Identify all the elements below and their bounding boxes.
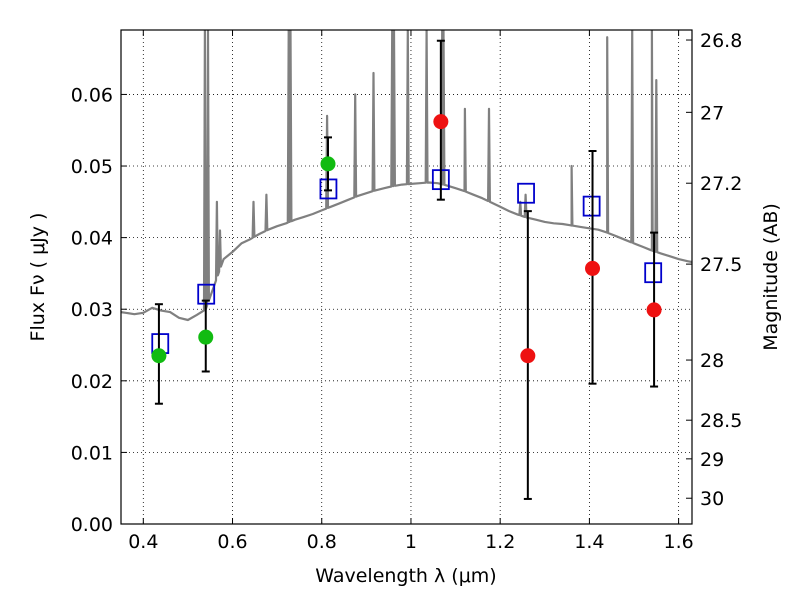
x-tick-label: 1.4: [574, 531, 604, 553]
y2-tick-label: 30: [700, 488, 724, 510]
y2-tick-label: 27.2: [700, 173, 742, 195]
x-tick-label: 1.2: [485, 531, 515, 553]
y-tick-label: 0.01: [71, 442, 113, 464]
x-axis: 0.4 0.6 0.8 1 1.2 1.4 1.6: [128, 30, 694, 553]
model-photometry-point: [517, 182, 535, 204]
y2-tick-label: 28: [700, 350, 724, 372]
y-tick-label: 0.06: [71, 84, 113, 106]
observed-flux-point: [320, 156, 336, 172]
y2-tick-label: 29: [700, 449, 724, 471]
y2-axis-title: Magnitude (AB): [760, 203, 782, 351]
y2-tick-label: 28.5: [700, 410, 742, 432]
markers-layer: [151, 39, 663, 500]
observed-flux-point: [646, 302, 662, 318]
y-tick-label: 0.04: [71, 228, 113, 250]
observed-flux-point: [520, 348, 536, 364]
observed-flux-point: [151, 348, 167, 364]
y2-tick-label: 27.5: [700, 254, 742, 276]
plot-area: [121, 30, 692, 322]
x-tick-label: 0.6: [217, 531, 247, 553]
y-axis-right: 26.8 27 27.2 27.5 28 28.5 29 30: [686, 30, 742, 510]
y-tick-label: 0.02: [71, 371, 113, 393]
y-tick-label: 0.00: [71, 514, 113, 536]
y-tick-label: 0.05: [71, 156, 113, 178]
x-tick-label: 0.4: [128, 531, 158, 553]
observed-flux-point: [433, 114, 449, 130]
y2-tick-label: 27: [700, 102, 724, 124]
model-spectrum-line: [121, 30, 692, 322]
plot-frame: [120, 29, 693, 525]
y-tick-label: 0.03: [71, 299, 113, 321]
y2-tick-label: 26.8: [700, 30, 742, 52]
x-tick-label: 0.8: [307, 531, 337, 553]
y-axis-title: Flux Fν ( μJy ): [27, 213, 49, 342]
observed-flux-point: [198, 329, 214, 345]
x-tick-label: 1: [405, 531, 417, 553]
y-axis-left: 0.00 0.01 0.02 0.03 0.04 0.05 0.06: [71, 84, 127, 536]
x-tick-label: 1.6: [664, 531, 694, 553]
series-layer: [121, 30, 692, 322]
observed-flux-point: [585, 260, 601, 276]
x-axis-title: Wavelength λ (μm): [315, 565, 496, 587]
